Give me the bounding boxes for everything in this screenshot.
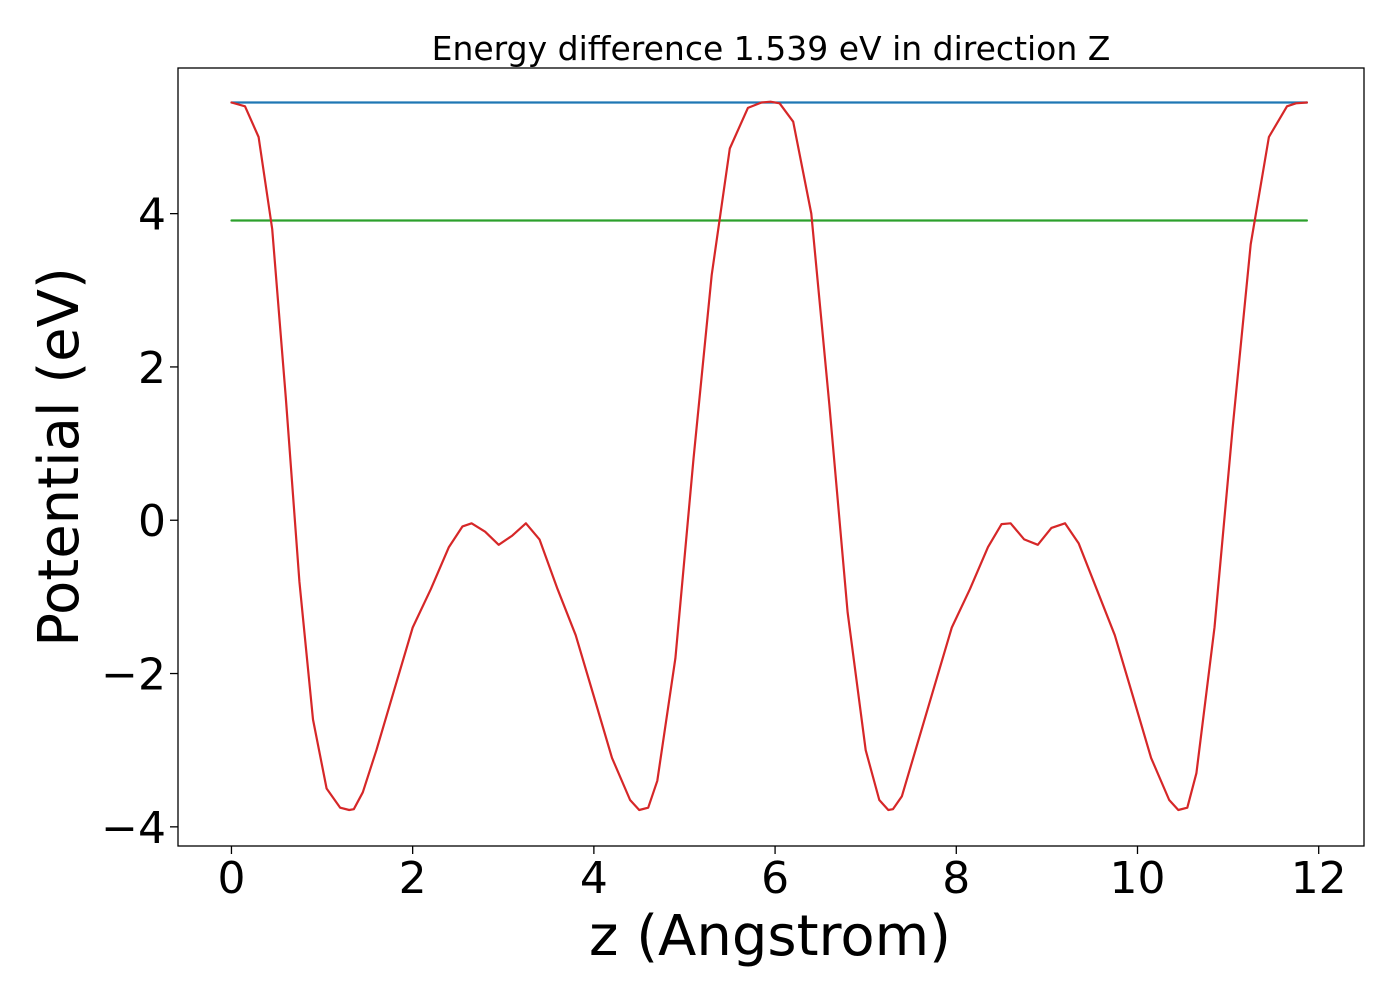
x-tick-label: 8 (942, 853, 970, 904)
plot-lines (230, 100, 1309, 812)
x-tick-label: 12 (1291, 853, 1347, 904)
y-axis-ticks: −4 −2 0 2 4 (101, 190, 178, 854)
x-axis-label: z (Angstrom) (589, 904, 951, 969)
x-axis-ticks: 0 2 4 6 8 10 12 (217, 846, 1347, 904)
series-line-3 (230, 100, 1309, 812)
y-tick-label: −4 (101, 803, 166, 854)
x-tick-label: 4 (580, 853, 608, 904)
x-tick-label: 10 (1109, 853, 1165, 904)
y-tick-label: 4 (138, 190, 166, 241)
chart-title: Energy difference 1.539 eV in direction … (432, 29, 1111, 68)
x-tick-label: 0 (217, 853, 245, 904)
plot-frame (177, 67, 1365, 847)
y-axis-label: Potential (eV) (27, 267, 92, 647)
x-tick-label: 2 (399, 853, 427, 904)
y-tick-label: 2 (138, 343, 166, 394)
y-tick-label: −2 (101, 650, 166, 701)
x-tick-label: 6 (761, 853, 789, 904)
y-tick-label: 0 (138, 496, 166, 547)
